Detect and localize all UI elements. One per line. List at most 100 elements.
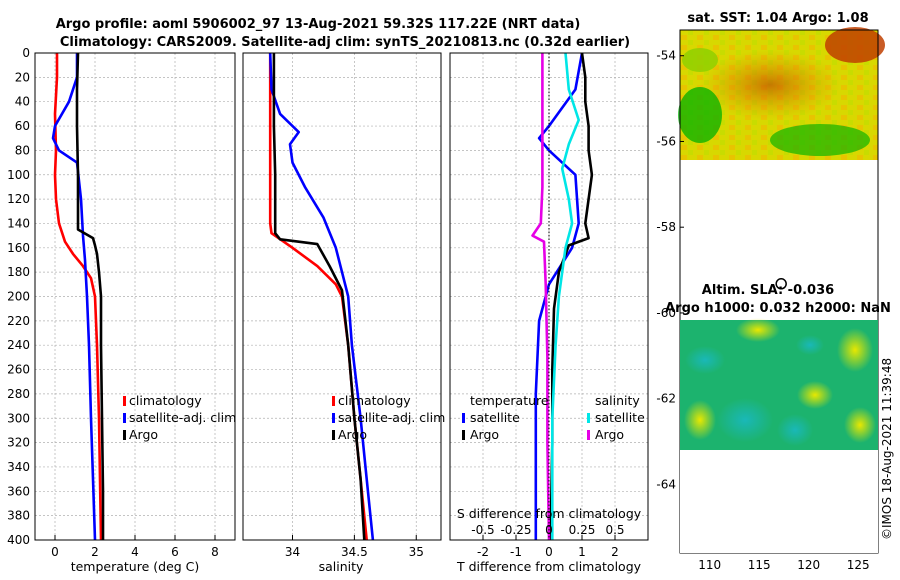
legend-title-salinity: salinity [595,393,640,408]
sla-high-patch [837,328,873,372]
temperature-legend: climatology satellite-adj. clim Argo [123,393,236,442]
x-tick-label: 0 [545,545,553,559]
depth-tick-label: 120 [7,192,30,206]
legend-label: Argo [595,427,624,442]
sla-high-patch [736,318,780,342]
lat-tick-label: -62 [656,392,676,406]
depth-tick-label: 100 [7,168,30,182]
depth-tick-label: 180 [7,265,30,279]
series-line-salinity-argo [531,53,551,541]
x-tick-label-top: 0 [545,523,553,537]
legend-label: satellite-adj. clim [338,410,445,425]
argo-position-marker [775,278,787,290]
lat-tick-label: -64 [656,477,676,491]
sst-cool-patch [682,48,718,72]
x-tick-label: 1 [578,545,586,559]
depth-tick-label: 260 [7,363,30,377]
lon-tick-label: 110 [698,558,721,572]
copyright-timestamp: ©IMOS 18-Aug-2021 11:39:48 [880,358,894,540]
x-tick-label: -2 [477,545,489,559]
series-line-temperature-satellite [534,52,584,540]
sst-cold-patch [678,87,722,143]
sla-high-patch [844,407,876,443]
salinity-legend: climatology satellite-adj. clim Argo [332,393,445,442]
depth-tick-label: 80 [15,143,30,157]
sla-low-patch [777,414,813,446]
x-tick-label: 2 [611,545,619,559]
depth-tick-label: 220 [7,314,30,328]
depth-tick-label: 280 [7,387,30,401]
series-line-temperature-argo [549,52,594,541]
sla-low-patch [685,346,725,374]
x-tick-label-top: 0.25 [569,523,596,537]
plot-frame [242,52,442,541]
legend-swatch-temp-argo [462,430,465,440]
x-tick-label: 34.5 [341,545,368,559]
difference-legend: temperature satellite Argo salinity sate… [462,393,645,442]
salinity-xlabel: salinity [319,559,364,574]
sla-low-patch [796,335,824,355]
series-line-argo [75,52,105,540]
sst-warm-patch [825,27,885,63]
lat-tick-label: -60 [656,306,676,320]
lat-tick-label: -58 [656,220,676,234]
figure-title-line2: Climatology: CARS2009. Satellite-adj cli… [60,35,630,50]
series-line-satellite-adj-clim [268,52,375,541]
series-line-satellite-adj-clim [51,53,97,541]
x-tick-label-top: -0.5 [471,523,494,537]
legend-label: climatology [129,393,202,408]
depth-tick-label: 140 [7,216,30,230]
depth-tick-label: 340 [7,460,30,474]
legend-label: Argo [129,427,158,442]
depth-tick-label: 160 [7,241,30,255]
legend-label: satellite [470,410,520,425]
x-tick-label: 35 [409,545,424,559]
difference-xlabel: T difference from climatology [456,559,642,574]
sla-map [680,318,878,553]
difference-profile-panel: -2 -1 0 1 2 -0.5 -0.25 0 0.25 0.5 [449,52,649,559]
legend-swatch-sal-satellite [587,413,590,423]
lon-tick-label: 125 [847,558,870,572]
series-line-argo [272,53,366,541]
legend-swatch-argo [332,430,335,440]
legend-label: Argo [338,427,367,442]
legend-swatch-sal-argo [587,430,590,440]
difference-xlabel-top: S difference from climatology [457,506,642,521]
depth-tick-label: 40 [15,95,30,109]
sst-warm-patch [700,50,840,120]
sla-high-patch [797,381,833,409]
depth-tick-label: 320 [7,436,30,450]
depth-tick-label: 240 [7,338,30,352]
sla-map-title-line1: Altim. SLA: -0.036 [702,283,834,298]
x-tick-label: -1 [510,545,522,559]
depth-tick-label: 60 [15,119,30,133]
lat-tick-label: -54 [656,49,676,63]
sla-high-patch [684,400,716,440]
legend-title-temperature: temperature [470,393,549,408]
depth-tick-label: 200 [7,290,30,304]
depth-tick-label: 0 [22,46,30,60]
legend-swatch-temp-satellite [462,413,465,423]
series-line-salinity-satellite [551,52,580,540]
sst-map-title: sat. SST: 1.04 Argo: 1.08 [687,11,868,26]
depth-tick-label: 360 [7,484,30,498]
sla-no-data [680,450,878,553]
legend-swatch-satellite [123,413,126,423]
lat-tick-label: -56 [656,134,676,148]
sla-map-title-line2: Argo h1000: 0.032 h2000: NaN [665,301,891,316]
x-tick-label-top: 0.5 [605,523,624,537]
sst-cold-patch [770,124,870,156]
salinity-profile-panel: 34 34.5 35 [242,52,442,559]
depth-tick-label: 380 [7,509,30,523]
legend-swatch-climatology [123,396,126,406]
depth-axis: 0 20 40 60 80 100 120 140 160 180 200 220 240 260 280 3… [7,46,30,547]
x-tick-label: 2 [91,545,99,559]
legend-label: climatology [338,393,411,408]
plot-frame [34,52,236,541]
x-tick-label: 34 [285,545,300,559]
x-tick-label: 4 [131,545,139,559]
legend-swatch-satellite [332,413,335,423]
figure-title-line1: Argo profile: aoml 5906002_97 13-Aug-202… [56,17,581,32]
lon-tick-label: 115 [748,558,771,572]
